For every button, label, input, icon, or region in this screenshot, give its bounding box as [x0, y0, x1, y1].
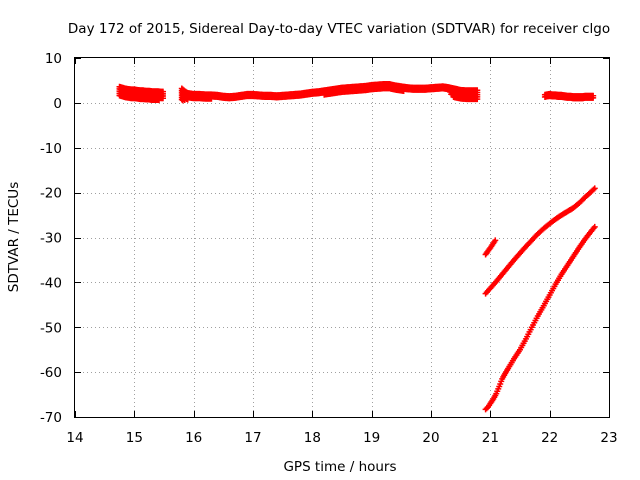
- y-tick-label: -50: [40, 320, 62, 336]
- y-tick-label: -20: [40, 186, 62, 202]
- grid-lines: [75, 58, 609, 417]
- x-tick-label: 23: [600, 430, 617, 446]
- series-1: [116, 83, 167, 104]
- y-tick-label: 10: [45, 51, 62, 67]
- series-6: [482, 223, 598, 413]
- data-point: [590, 94, 597, 101]
- data-point: [591, 223, 598, 230]
- chart-title: Day 172 of 2015, Sidereal Day-to-day VTE…: [68, 21, 610, 37]
- x-tick-label: 15: [126, 430, 143, 446]
- series-3: [541, 90, 597, 102]
- axis-ticks: [75, 58, 610, 418]
- x-tick-label: 22: [541, 430, 558, 446]
- data-marks: [116, 81, 598, 413]
- data-point: [474, 96, 481, 103]
- x-tick-label: 21: [482, 430, 499, 446]
- x-tick-label: 20: [422, 430, 439, 446]
- data-point: [492, 237, 499, 244]
- x-tick-label: 18: [304, 430, 321, 446]
- series-4: [482, 237, 499, 258]
- y-tick-labels: 10 0 -10 -20 -30 -40 -50 -60 -70: [40, 51, 62, 426]
- x-tick-label: 16: [185, 430, 202, 446]
- x-axis-label: GPS time / hours: [283, 459, 396, 475]
- plot-frame: [74, 57, 610, 418]
- y-tick-label: 0: [53, 96, 62, 112]
- series-5: [482, 185, 598, 297]
- x-tick-label: 14: [66, 430, 83, 446]
- y-tick-label: -70: [40, 410, 62, 426]
- y-axis-label: SDTVAR / TECUs: [6, 182, 22, 292]
- y-tick-label: -60: [40, 365, 62, 381]
- series-2: [178, 81, 481, 104]
- x-tick-label: 17: [244, 430, 261, 446]
- x-tick-labels: 14 15 16 17 18 19 20 21 22 23: [66, 430, 617, 446]
- x-tick-label: 19: [363, 430, 380, 446]
- y-tick-label: -30: [40, 231, 62, 247]
- data-point: [590, 186, 597, 193]
- y-tick-label: -40: [40, 275, 62, 291]
- data-point: [591, 185, 598, 192]
- data-point: [160, 95, 167, 102]
- y-tick-label: -10: [40, 141, 62, 157]
